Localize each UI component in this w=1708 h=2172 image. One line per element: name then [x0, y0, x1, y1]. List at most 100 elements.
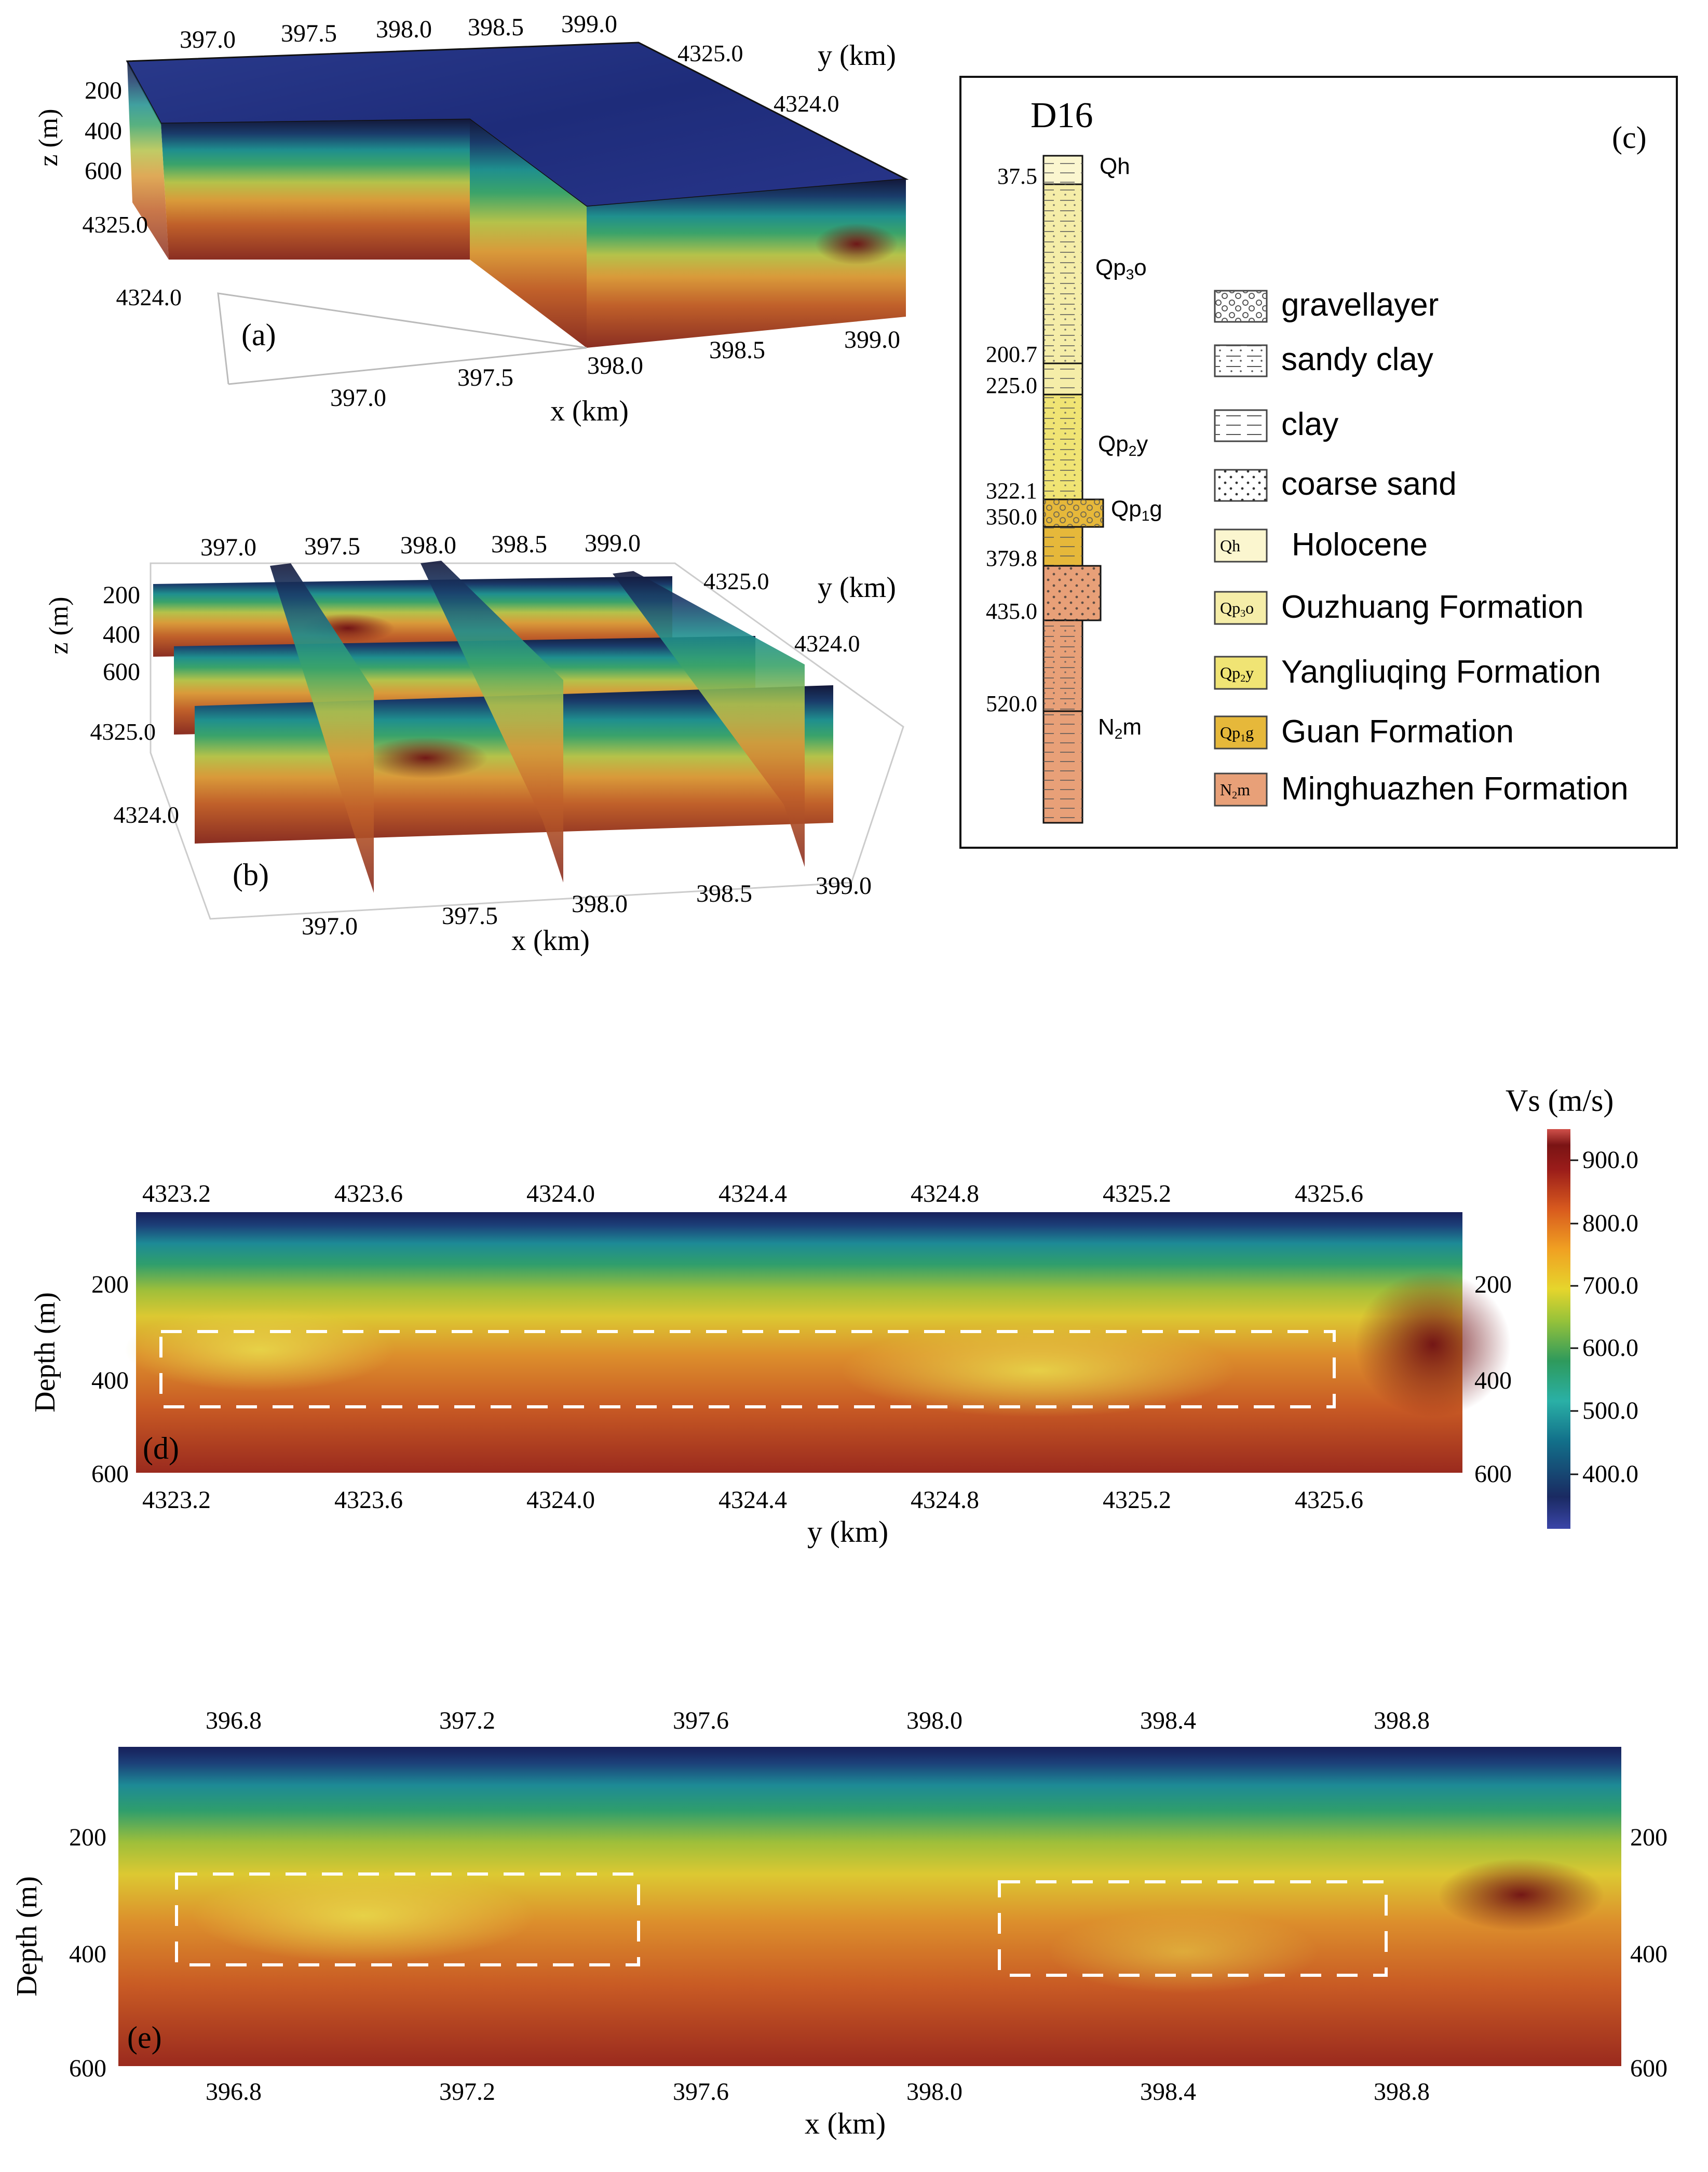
section-top-tick-label: 4323.6 — [334, 1180, 403, 1207]
panel-a-top-x-tick: 398.0 — [376, 16, 432, 43]
lithology-swatch-pattern — [1215, 410, 1267, 441]
panel-b-y-tick-left-1: 4325.0 — [90, 718, 156, 745]
panel-a-y-tick-left-1: 4325.0 — [83, 211, 148, 238]
section-top-tick-label: 4325.6 — [1295, 1180, 1363, 1207]
section-depth-tick-right: 400 — [1474, 1367, 1512, 1394]
section-top-tick-label: 398.8 — [1374, 1707, 1430, 1734]
panel-e-hotspot — [1438, 1858, 1604, 1931]
panel-a-z-tick: 400 — [85, 117, 122, 145]
column-segment-pattern — [1043, 620, 1082, 711]
lithology-swatch-pattern — [1215, 291, 1267, 322]
section-bottom-tick-label: 4324.8 — [911, 1486, 979, 1514]
panel-a-top-x-tick: 397.0 — [180, 26, 236, 53]
panel-b-bottom-x-tick: 397.0 — [302, 913, 358, 940]
lithology-legend-label: sandy clay — [1281, 342, 1433, 377]
formation-legend-label: Minghuazhen Formation — [1281, 771, 1629, 807]
panel-b-y-tick-1: 4325.0 — [703, 568, 769, 594]
section-top-tick-label: 4324.4 — [719, 1180, 787, 1207]
panel-b-label: (b) — [233, 858, 269, 892]
section-bottom-tick-label: 4325.6 — [1295, 1486, 1363, 1514]
section-bottom-tick-label: 398.8 — [1374, 2078, 1430, 2106]
column-segment-pattern — [1043, 395, 1082, 499]
section-top-tick-label: 397.6 — [673, 1707, 729, 1734]
section-bottom-tick-label: 4324.4 — [719, 1486, 787, 1514]
stratum-label: Qp2y — [1098, 431, 1148, 459]
panel-b-ns-slice — [270, 563, 374, 893]
section-top-tick-label: 397.2 — [439, 1707, 495, 1734]
panel-a-front-face-right — [587, 179, 906, 348]
panel-c-well-name: D16 — [1031, 96, 1093, 135]
section-depth-tick-left: 200 — [91, 1271, 129, 1298]
panel-d-depth-ticks: 200 200 400 400 600 600 — [91, 1271, 1512, 1488]
panel-e-yellow-zone-1 — [192, 1869, 535, 1962]
column-depth-label: 350.0 — [986, 504, 1037, 530]
panel-e-y-label: Depth (m) — [11, 1876, 43, 1997]
formation-swatch-code: Qp1g — [1220, 723, 1254, 744]
column-segment-pattern — [1043, 527, 1082, 566]
section-top-tick-label: 398.4 — [1140, 1707, 1196, 1734]
colorbar-tick-label: 700.0 — [1582, 1272, 1638, 1299]
formation-swatch — [1214, 528, 1268, 563]
column-depth-label: 225.0 — [986, 373, 1037, 398]
section-depth-tick-left: 200 — [69, 1824, 106, 1851]
panel-b-z-tick: 400 — [103, 621, 140, 648]
panel-b-y-tick-2: 4324.0 — [794, 630, 860, 657]
section-bottom-tick-label: 4324.0 — [526, 1486, 595, 1514]
lithology-legend-label: gravellayer — [1281, 287, 1439, 323]
panel-a-top-x-tick: 398.5 — [468, 13, 524, 41]
column-segment-pattern — [1043, 711, 1082, 823]
panel-b: 397.0 397.5 398.0 398.5 399.0 397.0 397.5 398.… — [44, 530, 904, 957]
column-depth-label: 379.8 — [986, 546, 1037, 571]
panel-b-bbox — [150, 562, 904, 920]
panel-c-label: (c) — [1612, 120, 1647, 155]
section-bottom-tick-label: 398.0 — [906, 2078, 963, 2106]
formation-swatch — [1214, 772, 1268, 807]
panel-a-front-face-left — [161, 119, 470, 260]
panel-a: 397.0 397.5 398.0 398.5 399.0 397.0 397.5 398.… — [34, 10, 909, 427]
stratum-label: Qh — [1100, 154, 1130, 179]
panel-b-z-ticks: 200 400 600 — [103, 581, 140, 686]
panel-d-top-ticks: 4323.2 4323.6 4324.0 4324.4 4324.8 4325.2 4325… — [142, 1180, 1363, 1207]
panel-b-top-x-tick: 397.5 — [304, 533, 360, 560]
panel-b-bottom-x-tick: 398.0 — [572, 890, 628, 918]
column-segment-pattern — [1043, 156, 1082, 184]
panel-d-yellow-zone-2 — [125, 1308, 395, 1391]
panel-e: 396.8 397.2 397.6 398.0 398.4 398.8 396.8 397.… — [11, 1707, 1668, 2140]
panel-d-x-label: y (km) — [807, 1515, 888, 1549]
section-top-tick-label: 4323.2 — [142, 1180, 211, 1207]
column-segment-pattern — [1043, 184, 1082, 363]
column-segment-pattern — [1043, 499, 1103, 527]
lithology-swatch-pattern — [1215, 470, 1267, 501]
stratum-label: Qp1g — [1111, 496, 1162, 524]
panel-a-bottom-x-tick: 398.0 — [587, 352, 643, 379]
lithology-legend-label: coarse sand — [1281, 466, 1457, 502]
panel-a-y-label: y (km) — [818, 39, 896, 72]
formation-legend-label: Yangliuqing Formation — [1281, 654, 1601, 690]
panel-b-top-x-tick: 398.5 — [491, 531, 547, 558]
section-depth-tick-right: 600 — [1630, 2055, 1668, 2082]
panel-b-bottom-x-ticks: 397.0 397.5 398.0 398.5 399.0 — [302, 872, 872, 940]
panel-b-top-x-tick: 398.0 — [400, 532, 456, 559]
panel-a-bottom-x-tick: 398.5 — [709, 336, 765, 364]
section-depth-tick-right: 200 — [1630, 1824, 1668, 1851]
panel-a-z-tick: 600 — [85, 157, 122, 185]
formation-swatch — [1214, 591, 1268, 625]
colorbar: Vs (m/s) 900.0 800.0 700.0 600.0 500.0 400.0 — [1506, 1083, 1638, 1529]
panel-a-y-tick-2: 4324.0 — [774, 90, 839, 117]
panel-a-inner-face — [470, 119, 587, 348]
panel-b-slices — [153, 561, 833, 893]
panel-b-ns-slice — [613, 571, 805, 867]
section-depth-tick-left: 400 — [69, 1940, 106, 1968]
panel-a-bottom-x-tick: 399.0 — [844, 326, 900, 354]
lithology-legend-label: clay — [1281, 406, 1338, 442]
formation-legend-label: Guan Formation — [1281, 714, 1514, 750]
panel-a-bbox-line — [228, 347, 587, 385]
formation-legend-label: Ouzhuang Formation — [1281, 589, 1583, 625]
formation-swatch-code: Qp2y — [1220, 663, 1254, 684]
stratum-label: Qp3o — [1095, 255, 1147, 282]
panel-b-z-label: z (m) — [44, 596, 74, 654]
colorbar-tick-label: 800.0 — [1582, 1210, 1638, 1237]
